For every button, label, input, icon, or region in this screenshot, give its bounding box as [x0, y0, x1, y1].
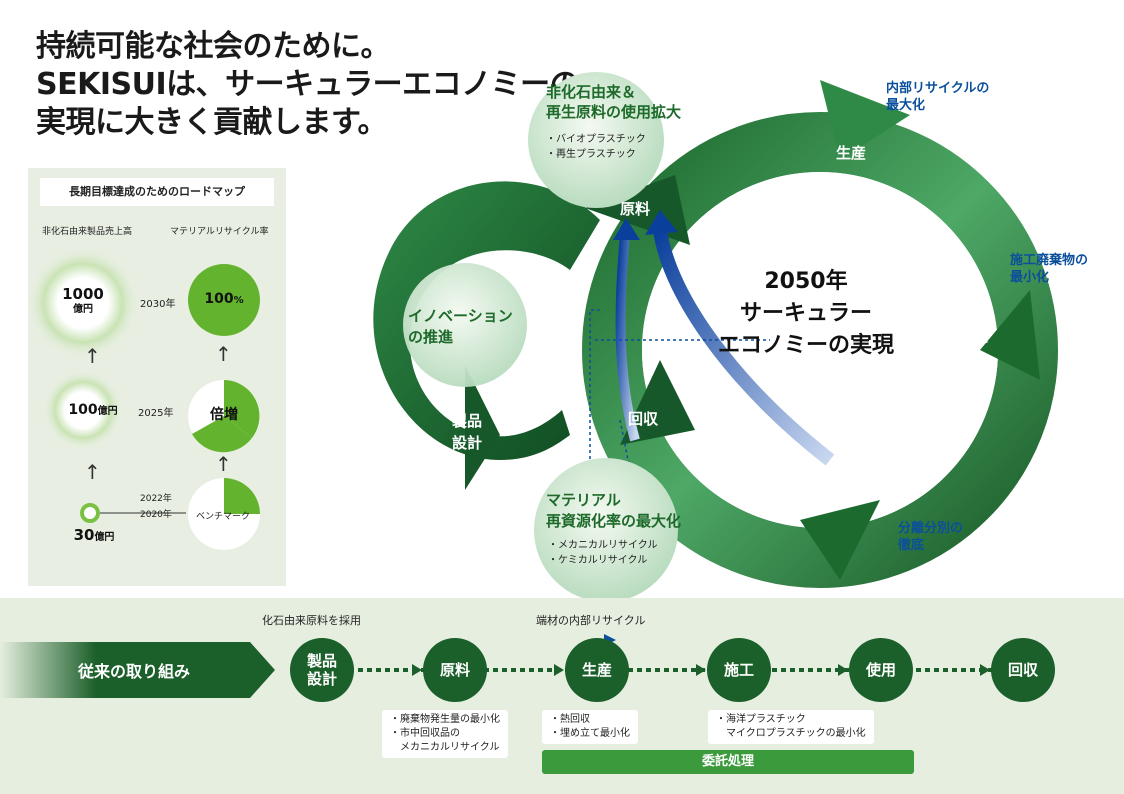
blue-recycle-arrow [653, 228, 835, 466]
rate-2025-value: 倍増 [210, 407, 238, 423]
sales-2030-glow [28, 247, 139, 359]
sales-2025-value: 100億円 [68, 402, 118, 418]
note-marine-plastic: ・海洋プラスチック マイクロプラスチックの最小化 [708, 710, 874, 744]
conventional-title: 従来の取り組み [78, 662, 191, 681]
step-production: 生産 [565, 638, 629, 702]
note-sorting: 分離分別の 徹底 [898, 521, 964, 553]
headline-line-3: 実現に大きく貢献します。 [36, 105, 388, 140]
note-waste-reduction: ・廃棄物発生量の最小化 ・市中回収品の メカニカルリサイクル [382, 710, 508, 758]
rate-2025-fill [224, 380, 260, 438]
arrow-construction [980, 290, 1040, 380]
bubble-bottom-title: マテリアル 再資源化率の最大化 [546, 491, 682, 530]
bubble-bottom-items: ・メカニカルリサイクル ・ケミカルリサイクル [548, 540, 658, 566]
step-raw-material: 原料 [423, 638, 487, 702]
label-product-design: 製品 設計 [452, 412, 483, 452]
year-2020-label: 2020年 [140, 510, 172, 520]
year-2022-label: 2022年 [140, 494, 172, 504]
label-construction: 施工 [958, 328, 989, 346]
label-usage: 使用 [826, 490, 857, 508]
year-2030-label: 2030年 [140, 299, 176, 310]
innovation-loop [373, 181, 600, 460]
arrow-usage [800, 500, 880, 580]
roadmap-col1-header: 非化石由来製品売上高 [42, 227, 133, 237]
innovation-bubble [403, 263, 527, 387]
note-waste-minimize: 施工廃棄物の 最小化 [1010, 253, 1089, 285]
outsourced-bar: 委託処理 [542, 750, 914, 774]
step-construction: 施工 [707, 638, 771, 702]
headline-line-2: SEKISUIは、サーキュラーエコノミーの [36, 67, 580, 102]
label-collection: 回収 [628, 410, 659, 428]
label-production: 生産 [836, 144, 867, 162]
top-bubble [528, 72, 664, 208]
step-usage: 使用 [849, 638, 913, 702]
bubble-top-items: ・バイオプラスチック ・再生プラスチック [546, 134, 646, 160]
step-product-design: 製品 設計 [290, 638, 354, 702]
sales-2030-value: 1000 億円 [62, 285, 104, 315]
internal-recycle-note: 端材の内部リサイクル [536, 614, 646, 627]
roadmap-graphics [28, 247, 260, 550]
rate-benchmark-label: ベンチマーク [196, 512, 251, 522]
label-innovation: イノベーション の推進 [408, 307, 513, 346]
arrow-production [820, 80, 910, 160]
note-internal-recycle: 内部リサイクルの 最大化 [886, 81, 990, 113]
arrow-up-icon: ↑ [84, 344, 101, 368]
bubble-top-title: 非化石由来＆ 再生原料の使用拡大 [546, 83, 682, 121]
sales-2025-glow [43, 370, 123, 450]
bottom-bubble [534, 458, 678, 600]
note-heat-recovery: ・熱回収 ・埋め立て最小化 [542, 710, 638, 744]
headline: 持続可能な社会のために。 SEKISUIは、サーキュラーエコノミーの 実現に大き… [36, 28, 580, 142]
rate-2030-value: 100% [204, 291, 244, 307]
roadmap-title: 長期目標達成のためのロードマップ [40, 178, 274, 206]
circular-economy-diagram [373, 72, 1058, 600]
arrow-up-icon: ↑ [215, 342, 232, 366]
arrow-collection [620, 360, 695, 445]
conventional-title-arrow [0, 642, 275, 698]
arrow-up-icon: ↑ [84, 460, 101, 484]
step-collection: 回収 [991, 638, 1055, 702]
sales-2020-dot [80, 503, 100, 523]
rate-2030-circle [188, 264, 260, 336]
roadmap-col2-header: マテリアルリサイクル率 [170, 227, 269, 237]
headline-line-1: 持続可能な社会のために。 [36, 29, 391, 64]
arrow-up-icon: ↑ [215, 452, 232, 476]
year-2025-label: 2025年 [138, 408, 174, 419]
center-label: 2050年 サーキュラー エコノミーの実現 [717, 269, 894, 358]
arrow-product-design [465, 365, 500, 490]
rate-2020-fill [224, 478, 260, 514]
label-raw-material: 原料 [620, 200, 651, 218]
sales-2020-value: 30億円 [73, 526, 115, 544]
fossil-note: 化石由来原料を採用 [262, 614, 361, 627]
